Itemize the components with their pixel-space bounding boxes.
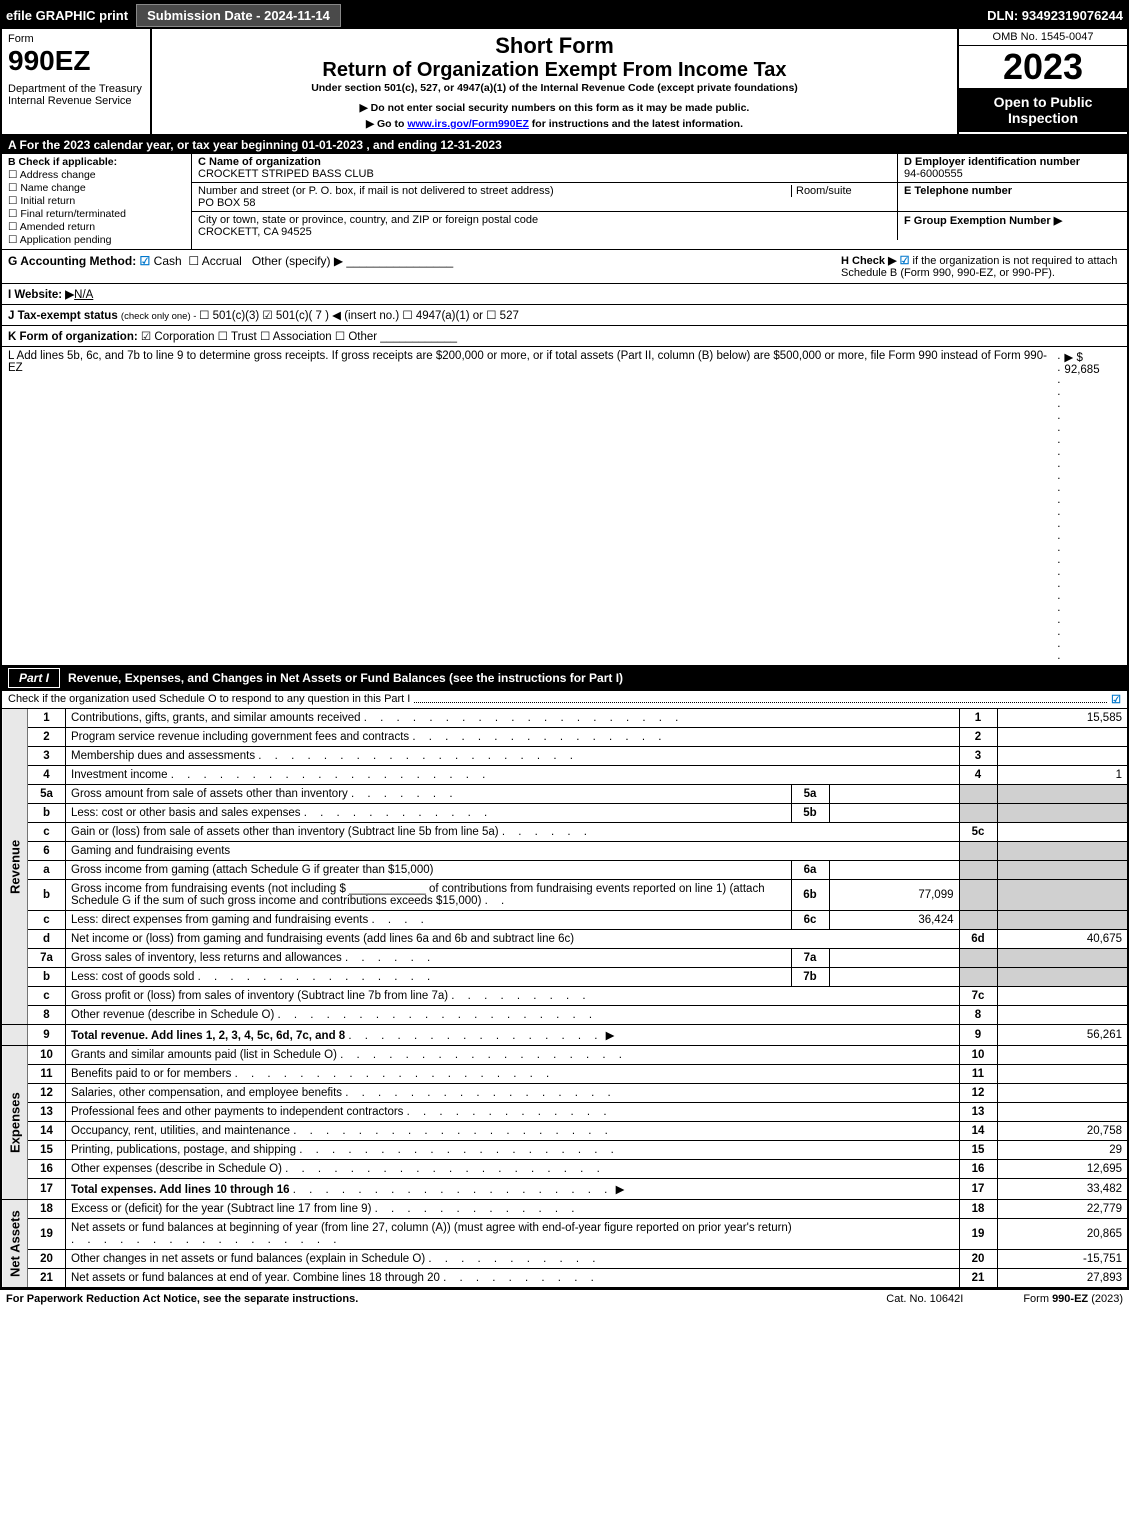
efile-label: efile GRAPHIC print <box>6 8 128 23</box>
line-4: 4Investment income . . . . . . . . . . .… <box>2 766 1127 785</box>
line-7a: 7aGross sales of inventory, less returns… <box>2 949 1127 968</box>
page-footer: For Paperwork Reduction Act Notice, see … <box>0 1290 1129 1308</box>
box-d: D Employer identification number 94-6000… <box>897 154 1127 182</box>
box-f: F Group Exemption Number ▶ <box>897 212 1127 240</box>
row-g-h: G Accounting Method: ☑ Cash ☐ Accrual Ot… <box>2 250 1127 283</box>
line-1: Revenue 1Contributions, gifts, grants, a… <box>2 709 1127 728</box>
row-i: I Website: ▶N/A <box>2 283 1127 304</box>
omb-number: OMB No. 1545-0047 <box>959 29 1127 46</box>
line-5c: cGain or (loss) from sale of assets othe… <box>2 823 1127 842</box>
lines-table: Revenue 1Contributions, gifts, grants, a… <box>2 708 1127 1288</box>
part1-sub: Check if the organization used Schedule … <box>2 691 1127 708</box>
row-k: K Form of organization: ☑ Corporation ☐ … <box>2 325 1127 346</box>
irs-link[interactable]: www.irs.gov/Form990EZ <box>407 118 529 130</box>
col-b-title: B Check if applicable: <box>8 156 117 168</box>
header-center: Short Form Return of Organization Exempt… <box>152 29 957 134</box>
line-18: Net Assets 18Excess or (deficit) for the… <box>2 1200 1127 1219</box>
line-7b: bLess: cost of goods sold . . . . . . . … <box>2 968 1127 987</box>
tax-year: 2023 <box>959 46 1127 88</box>
line-3: 3Membership dues and assessments . . . .… <box>2 747 1127 766</box>
line-5b: bLess: cost or other basis and sales exp… <box>2 804 1127 823</box>
gross-receipts: ▶ $ 92,685 <box>1064 350 1121 662</box>
line-6: 6Gaming and fundraising events <box>2 842 1127 861</box>
chk-amended[interactable]: ☐ Amended return <box>8 221 185 233</box>
dept-1: Department of the Treasury <box>8 83 144 95</box>
line-6d: dNet income or (loss) from gaming and fu… <box>2 930 1127 949</box>
line-12: 12Salaries, other compensation, and empl… <box>2 1084 1127 1103</box>
line-7c: cGross profit or (loss) from sales of in… <box>2 987 1127 1006</box>
footer-left: For Paperwork Reduction Act Notice, see … <box>6 1293 358 1305</box>
part1-header: Part I Revenue, Expenses, and Changes in… <box>2 665 1127 691</box>
org-name: CROCKETT STRIPED BASS CLUB <box>198 168 374 180</box>
line-14: 14Occupancy, rent, utilities, and mainte… <box>2 1122 1127 1141</box>
city: CROCKETT, CA 94525 <box>198 226 312 238</box>
row-a: A For the 2023 calendar year, or tax yea… <box>2 136 1127 154</box>
open-inspection: Open to Public Inspection <box>959 88 1127 132</box>
dept-2: Internal Revenue Service <box>8 95 144 107</box>
form-page: efile GRAPHIC print Submission Date - 20… <box>0 0 1129 1290</box>
line-15: 15Printing, publications, postage, and s… <box>2 1141 1127 1160</box>
line-6a: aGross income from gaming (attach Schedu… <box>2 861 1127 880</box>
line-8: 8Other revenue (describe in Schedule O) … <box>2 1006 1127 1025</box>
footer-cat: Cat. No. 10642I <box>886 1293 963 1305</box>
check-cash: ☑ <box>140 254 151 268</box>
topbar: efile GRAPHIC print Submission Date - 20… <box>2 2 1127 29</box>
chk-name[interactable]: ☐ Name change <box>8 182 185 194</box>
line-6c: cLess: direct expenses from gaming and f… <box>2 911 1127 930</box>
dln: DLN: 93492319076244 <box>987 8 1123 23</box>
form-word: Form <box>8 33 144 45</box>
line-10: Expenses 10Grants and similar amounts pa… <box>2 1046 1127 1065</box>
street: PO BOX 58 <box>198 197 255 209</box>
line-2: 2Program service revenue including gover… <box>2 728 1127 747</box>
section-bcdef: B Check if applicable: ☐ Address change … <box>2 154 1127 250</box>
form-number: 990EZ <box>8 45 144 77</box>
line-17: 17Total expenses. Add lines 10 through 1… <box>2 1179 1127 1200</box>
header-right: OMB No. 1545-0047 2023 Open to Public In… <box>957 29 1127 134</box>
line-16: 16Other expenses (describe in Schedule O… <box>2 1160 1127 1179</box>
box-c: C Name of organization CROCKETT STRIPED … <box>192 154 897 182</box>
note-goto: ▶ Go to www.irs.gov/Form990EZ for instru… <box>156 118 953 130</box>
line-13: 13Professional fees and other payments t… <box>2 1103 1127 1122</box>
chk-initial[interactable]: ☐ Initial return <box>8 195 185 207</box>
box-h: H Check ▶ ☑ if the organization is not r… <box>841 254 1121 279</box>
chk-final[interactable]: ☐ Final return/terminated <box>8 208 185 220</box>
header-left: Form 990EZ Department of the Treasury In… <box>2 29 152 134</box>
row-j: J Tax-exempt status (check only one) - ☐… <box>2 304 1127 325</box>
line-9: 9Total revenue. Add lines 1, 2, 3, 4, 5c… <box>2 1025 1127 1046</box>
return-title: Return of Organization Exempt From Incom… <box>156 59 953 82</box>
ein: 94-6000555 <box>904 168 963 180</box>
submission-date: Submission Date - 2024-11-14 <box>136 4 341 27</box>
line-20: 20Other changes in net assets or fund ba… <box>2 1250 1127 1269</box>
footer-right: Form 990-EZ (2023) <box>1023 1293 1123 1305</box>
website: N/A <box>74 289 93 301</box>
form-header: Form 990EZ Department of the Treasury In… <box>2 29 1127 136</box>
line-11: 11Benefits paid to or for members . . . … <box>2 1065 1127 1084</box>
line-19: 19Net assets or fund balances at beginni… <box>2 1219 1127 1250</box>
note-ssn: Do not enter social security numbers on … <box>156 102 953 114</box>
col-cde: C Name of organization CROCKETT STRIPED … <box>192 154 1127 249</box>
row-l: L Add lines 5b, 6c, and 7b to line 9 to … <box>2 346 1127 665</box>
chk-address[interactable]: ☐ Address change <box>8 169 185 181</box>
line-21: 21Net assets or fund balances at end of … <box>2 1269 1127 1288</box>
chk-pending[interactable]: ☐ Application pending <box>8 234 185 246</box>
subtitle: Under section 501(c), 527, or 4947(a)(1)… <box>156 82 953 94</box>
short-form: Short Form <box>156 33 953 59</box>
box-addr: Number and street (or P. O. box, if mail… <box>192 183 897 211</box>
box-city: City or town, state or province, country… <box>192 212 897 240</box>
col-b: B Check if applicable: ☐ Address change … <box>2 154 192 249</box>
line-5a: 5aGross amount from sale of assets other… <box>2 785 1127 804</box>
line-6b: bGross income from fundraising events (n… <box>2 880 1127 911</box>
box-e: E Telephone number <box>897 183 1127 211</box>
